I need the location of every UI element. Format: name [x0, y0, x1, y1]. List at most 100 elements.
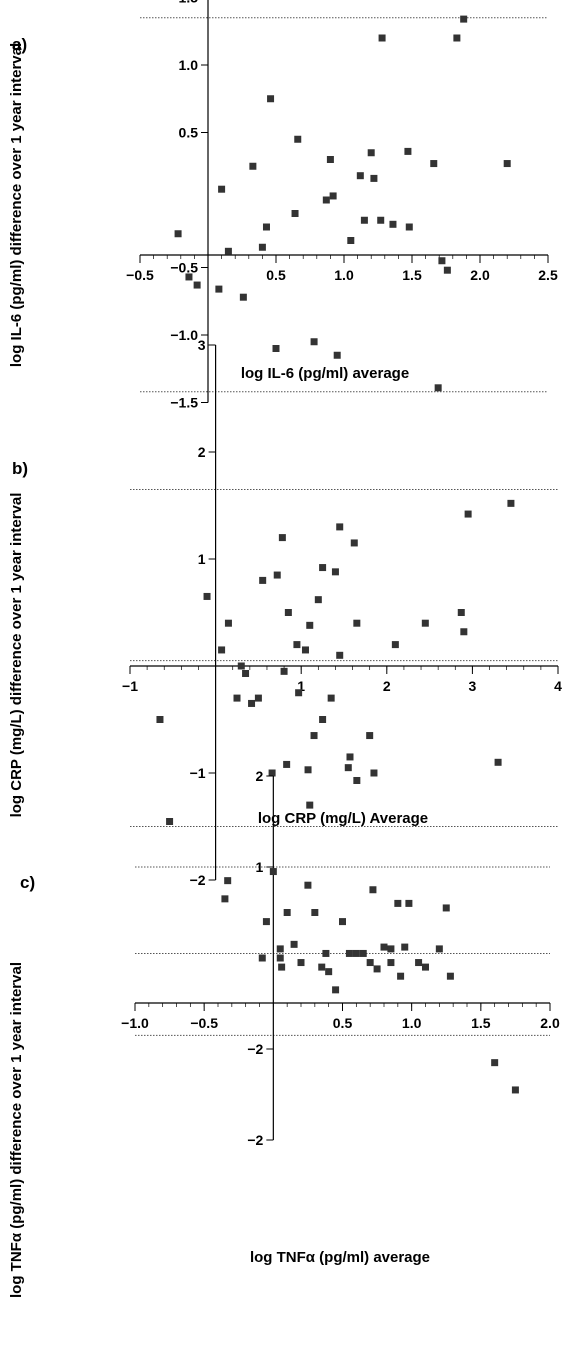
data-point [397, 972, 405, 980]
panel-label: b) [12, 459, 28, 478]
data-point [370, 174, 378, 182]
data-point [237, 662, 245, 670]
data-point [262, 223, 270, 231]
x-tick-label: 0.5 [266, 267, 286, 283]
data-point [268, 769, 276, 777]
data-point [356, 172, 364, 180]
data-point [221, 895, 229, 903]
data-point [491, 1059, 499, 1067]
data-point [203, 592, 211, 600]
data-point [218, 185, 226, 193]
x-tick-label: 2.0 [470, 267, 490, 283]
data-point [306, 801, 314, 809]
data-point [380, 943, 388, 951]
y-tick-label: 1.5 [179, 0, 199, 6]
data-point [278, 963, 286, 971]
panel-c: c) −2 −2 1 2 −1.0 −0.5 0.5 1.0 1.5 2.0 log TNFα (pg… [8, 768, 560, 1298]
y-tick-label: 2 [198, 444, 206, 460]
data-point [422, 963, 429, 971]
y-tick-label: 0.5 [179, 125, 199, 141]
data-point [460, 15, 468, 23]
x-axis-title: log TNFα (pg/ml) average [250, 1249, 430, 1266]
data-point [442, 904, 450, 912]
data-point [359, 949, 367, 957]
data-point [278, 534, 286, 542]
data-point [457, 609, 465, 616]
data-point [347, 237, 355, 244]
x-tick-label: −1.0 [121, 1015, 149, 1031]
data-point [314, 596, 322, 604]
data-point [421, 619, 429, 627]
data-point [283, 760, 291, 768]
data-point [322, 949, 330, 957]
data-point [503, 160, 511, 168]
data-point [319, 564, 327, 572]
data-point [218, 646, 226, 654]
data-point [272, 345, 280, 352]
data-point [511, 1086, 519, 1094]
data-point [301, 646, 309, 654]
y-axis-title: log CRP (mg/L) difference over 1 year in… [8, 493, 25, 818]
data-point [352, 949, 360, 957]
data-point [507, 499, 515, 507]
data-point [326, 156, 334, 163]
data-point [494, 758, 502, 766]
data-point [304, 766, 312, 774]
data-point [443, 266, 451, 274]
data-point [306, 621, 314, 629]
data-point [318, 963, 326, 971]
x-tick-label: 1 [297, 678, 305, 694]
data-point [290, 940, 298, 948]
data-point [405, 899, 413, 907]
data-point [353, 776, 361, 784]
data-point [291, 210, 299, 217]
panel-a: a) −1.5 −1.0 −0.5 0.5 1.0 1.5 2.0 2.5 −0.5 0.5 1.0 1… [8, 0, 558, 411]
data-point [215, 285, 223, 293]
data-point [276, 945, 284, 953]
y-tick-label: −1.0 [170, 327, 198, 343]
data-point [174, 230, 182, 238]
data-point [193, 281, 201, 289]
data-point [262, 918, 270, 926]
data-point [248, 699, 256, 707]
data-point [276, 954, 284, 962]
x-tick-label: −1 [122, 678, 138, 694]
y-axis-title: log TNFα (pg/ml) difference over 1 year … [8, 962, 25, 1298]
data-point [258, 243, 266, 251]
data-point [325, 968, 333, 976]
data-point [394, 899, 402, 907]
data-point [367, 149, 375, 157]
data-point [224, 877, 232, 885]
data-point [267, 95, 275, 103]
data-point [329, 192, 337, 200]
y-tick-label: −2 [190, 872, 206, 888]
data-point [304, 881, 312, 889]
data-point [224, 247, 232, 255]
data-point [373, 965, 381, 973]
data-point [391, 641, 399, 649]
data-point [369, 886, 377, 894]
x-axis-title: log CRP (mg/L) Average [258, 810, 428, 827]
data-point [284, 609, 292, 616]
y-tick-label: −0.5 [170, 260, 198, 276]
x-tick-label: 3 [469, 678, 477, 694]
data-point [387, 959, 395, 967]
data-point [401, 943, 409, 951]
data-point [280, 667, 288, 675]
data-point [322, 196, 330, 204]
y-tick-label: −2 [247, 1132, 263, 1148]
y-axis-title: log IL-6 (pg/ml) difference over 1 year … [8, 43, 25, 367]
data-point [438, 257, 446, 265]
panel-label: c) [20, 873, 35, 892]
data-point [350, 539, 358, 547]
x-tick-label: 1.0 [334, 267, 354, 283]
data-point [344, 764, 352, 772]
y-tick-label: 1.0 [179, 57, 199, 73]
data-point [332, 986, 340, 994]
data-point [336, 651, 344, 659]
data-point [310, 732, 318, 740]
data-point [430, 160, 438, 168]
data-point [156, 716, 164, 723]
data-point [377, 216, 385, 224]
x-axis-title: log IL-6 (pg/ml) average [241, 365, 409, 382]
